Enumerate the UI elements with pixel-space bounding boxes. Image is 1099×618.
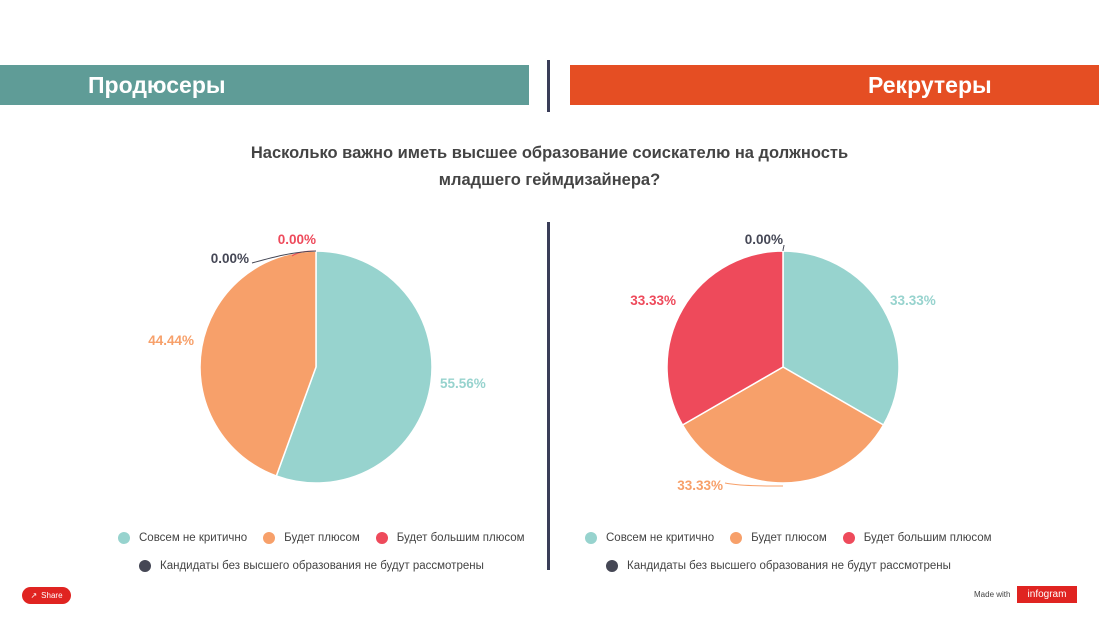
producers-header-label: Продюсеры bbox=[88, 71, 226, 98]
data-label: 0.00% bbox=[278, 232, 316, 247]
legend-item-rejected[interactable]: Кандидаты без высшего образования не буд… bbox=[139, 560, 484, 572]
data-label: 44.44% bbox=[148, 333, 194, 348]
legend-dot-teal bbox=[585, 532, 597, 544]
legend-label: Совсем не критично bbox=[139, 532, 248, 544]
legend-item-rejected[interactable]: Кандидаты без высшего образования не буд… bbox=[606, 560, 951, 572]
legend-producers: Совсем не критично Будет плюсом Будет бо… bbox=[118, 524, 541, 580]
label-leader-line bbox=[724, 482, 784, 487]
legend-label: Кандидаты без высшего образования не буд… bbox=[627, 560, 951, 572]
legend-dot-orange bbox=[730, 532, 743, 544]
legend-label: Кандидаты без высшего образования не буд… bbox=[160, 560, 484, 572]
legend-item-plus[interactable]: Будет плюсом bbox=[730, 532, 827, 544]
data-label: 33.33% bbox=[630, 293, 676, 308]
legend-recruiters: Совсем не критично Будет плюсом Будет бо… bbox=[585, 524, 1008, 580]
data-label: 33.33% bbox=[677, 478, 723, 493]
legend-label: Совсем не критично bbox=[606, 532, 715, 544]
question-line-2: младшего геймдизайнера? bbox=[438, 171, 661, 189]
legend-dot-orange bbox=[263, 532, 276, 544]
legend-label: Будет большим плюсом bbox=[396, 532, 525, 544]
infogram-label: infogram bbox=[1027, 589, 1067, 600]
recruiters-header-label: Рекрутеры bbox=[868, 71, 992, 98]
producers-header: Продюсеры bbox=[0, 65, 529, 105]
made-with-text: Made with bbox=[974, 590, 1011, 599]
legend-dot-red bbox=[842, 532, 855, 544]
label-leader-line bbox=[251, 250, 317, 264]
chart-divider bbox=[547, 222, 550, 570]
legend-item-big-plus[interactable]: Будет большим плюсом bbox=[842, 532, 992, 544]
legend-label: Будет большим плюсом bbox=[863, 532, 992, 544]
header-divider bbox=[547, 60, 550, 112]
legend-item-not-critical[interactable]: Совсем не критично bbox=[118, 532, 247, 544]
legend-label: Будет плюсом bbox=[284, 532, 360, 544]
data-label: 33.33% bbox=[890, 293, 936, 308]
share-icon: ↗ bbox=[30, 591, 38, 600]
legend-dot-dark bbox=[139, 560, 151, 572]
legend-dot-teal bbox=[118, 532, 130, 544]
recruiters-header: Рекрутеры bbox=[570, 65, 1099, 105]
pie-slice[interactable] bbox=[666, 250, 784, 427]
question-line-1: Насколько важно иметь высшее образование… bbox=[250, 144, 849, 162]
share-button[interactable]: ↗ Share bbox=[22, 587, 71, 604]
pie-slice[interactable] bbox=[199, 250, 317, 477]
label-leader-line bbox=[782, 244, 785, 252]
legend-item-not-critical[interactable]: Совсем не критично bbox=[585, 532, 714, 544]
data-label: 0.00% bbox=[745, 232, 783, 247]
legend-item-plus[interactable]: Будет плюсом bbox=[263, 532, 360, 544]
data-label: 0.00% bbox=[211, 251, 249, 266]
legend-dot-red bbox=[375, 532, 388, 544]
pie-slice[interactable] bbox=[782, 250, 900, 427]
share-label: Share bbox=[41, 591, 63, 600]
pie-slice[interactable] bbox=[275, 250, 433, 484]
infogram-logo[interactable]: infogram bbox=[1017, 586, 1077, 603]
question-title: Насколько важно иметь высшее образование… bbox=[0, 140, 1099, 194]
data-label: 55.56% bbox=[440, 376, 486, 391]
legend-dot-dark bbox=[606, 560, 618, 572]
legend-label: Будет плюсом bbox=[751, 532, 827, 544]
legend-item-big-plus[interactable]: Будет большим плюсом bbox=[375, 532, 525, 544]
